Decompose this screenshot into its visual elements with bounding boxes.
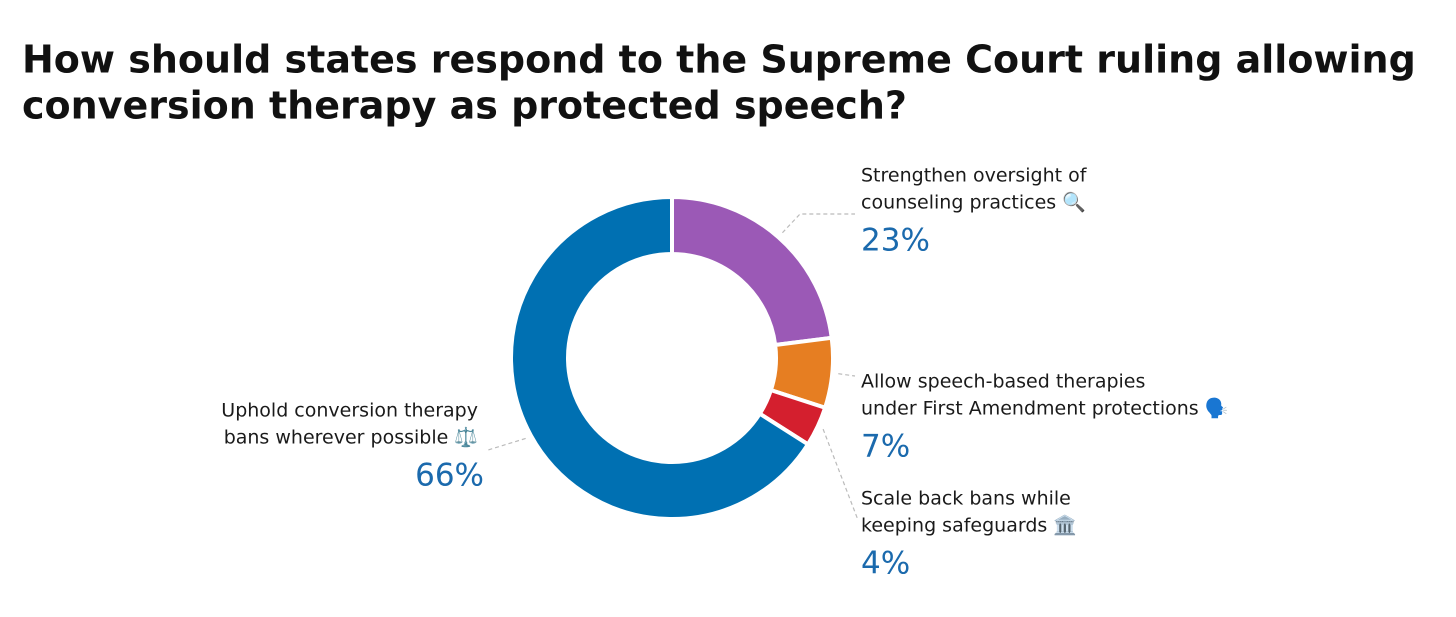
- slice-label: Scale back bans while: [861, 488, 1071, 510]
- donut-slice: [670, 195, 834, 347]
- slice-label: Uphold conversion therapy: [221, 400, 478, 422]
- slice-label: bans wherever possible ⚖️: [224, 426, 478, 449]
- connector: [487, 437, 526, 451]
- value-label: 4%: [861, 546, 910, 582]
- value-label: 7%: [861, 429, 910, 465]
- donut-slice: [509, 195, 810, 521]
- connector: [822, 428, 859, 521]
- chart-title: conversion therapy as protected speech?: [22, 84, 907, 128]
- chart-title: How should states respond to the Supreme…: [22, 38, 1416, 82]
- connector: [838, 373, 856, 377]
- value-label: 23%: [861, 223, 930, 259]
- connector: [782, 213, 855, 234]
- slice-label: counseling practices 🔍: [861, 190, 1086, 214]
- slice-label: Allow speech-based therapies: [861, 371, 1145, 393]
- slice-label: Strengthen oversight of: [861, 165, 1088, 187]
- slice-label: keeping safeguards 🏛️: [861, 514, 1077, 537]
- value-label: 66%: [415, 458, 484, 494]
- slice-label: under First Amendment protections 🗣️: [861, 397, 1228, 420]
